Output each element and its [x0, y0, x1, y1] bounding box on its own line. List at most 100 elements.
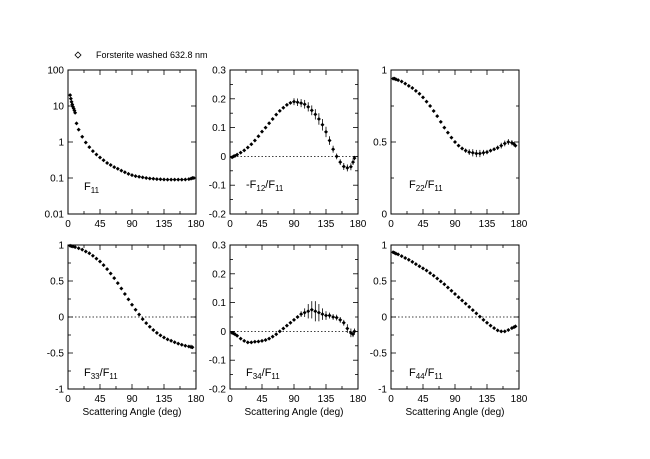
data-point: [162, 177, 166, 182]
data-point: [245, 340, 250, 345]
data-point: [281, 105, 286, 110]
data-point: [351, 160, 356, 165]
data-point: [316, 310, 321, 315]
data-point: [488, 323, 493, 328]
data-point: [424, 268, 429, 273]
data-point: [172, 177, 177, 182]
data-point: [413, 262, 418, 267]
data-point: [431, 109, 436, 114]
x-tick-label: 180: [188, 219, 205, 230]
data-point: [140, 317, 145, 322]
y-tick-label: -1: [55, 385, 64, 396]
data-point: [183, 343, 188, 348]
data-point: [295, 315, 300, 319]
data-point: [309, 307, 314, 312]
data-point: [179, 342, 184, 347]
x-tick-label: 180: [350, 394, 367, 405]
data-point: [460, 298, 465, 303]
data-point: [421, 266, 425, 271]
y-tick-label: 0.1: [50, 174, 64, 185]
data-point: [94, 152, 99, 157]
data-point: [499, 143, 504, 148]
data-point: [98, 259, 102, 264]
data-point: [406, 83, 411, 88]
x-tick-label: 90: [288, 394, 300, 405]
legend-label: Forsterite washed 632.8 nm: [96, 50, 208, 60]
x-tick-label: 90: [449, 219, 461, 230]
data-point: [488, 148, 493, 153]
data-point: [74, 121, 79, 126]
legend-diamond-icon: [74, 51, 82, 59]
y-tick-label: 0: [220, 327, 226, 338]
x-tick-label: 135: [156, 219, 173, 230]
data-point: [172, 340, 177, 345]
data-point: [260, 129, 264, 134]
x-tick-label: 90: [126, 219, 138, 230]
x-tick-label: 45: [256, 394, 268, 405]
data-point: [413, 88, 418, 93]
data-point: [179, 177, 184, 182]
data-point: [154, 330, 159, 335]
data-point: [183, 177, 188, 182]
data-point: [76, 246, 81, 251]
data-point: [302, 310, 307, 315]
data-point: [467, 150, 472, 155]
x-axis-label: Scattering Angle (deg): [245, 407, 344, 418]
data-point: [126, 297, 131, 302]
data-point: [302, 102, 307, 107]
data-point: [277, 329, 282, 334]
y-tick-label: -0.1: [209, 356, 227, 367]
data-point: [348, 164, 353, 169]
y-tick-label: -1: [378, 385, 387, 396]
data-point: [453, 291, 457, 296]
data-point: [176, 341, 181, 346]
data-point: [176, 177, 181, 182]
data-point: [495, 145, 500, 150]
data-point: [119, 168, 124, 173]
data-point: [327, 138, 332, 143]
data-point: [140, 175, 145, 180]
data-point: [87, 251, 92, 256]
data-point: [122, 291, 127, 296]
data-point: [320, 122, 325, 127]
panel-3: 0 45 90 135 180 0 0.5 1 F22/F11: [373, 66, 528, 231]
data-point: [334, 315, 339, 320]
panel-1: 0 45 90 135 180 0.01 0.1 1 10 100 F11: [45, 66, 205, 231]
data-point: [327, 313, 332, 318]
data-point: [76, 127, 81, 132]
y-tick-label: 0.5: [373, 277, 387, 288]
x-tick-label: 0: [65, 219, 71, 230]
data-point: [399, 79, 404, 84]
y-tick-label: 0.5: [373, 138, 387, 149]
panel-label: F44/F11: [409, 367, 443, 381]
panel-2: 0 45 90 135 180 -0.2 -0.1 0 0.1 0.2 0.3 -F12/F11: [209, 66, 367, 231]
y-tick-label: 0.2: [212, 94, 226, 105]
data-point: [83, 140, 88, 145]
data-point: [191, 176, 196, 180]
data-point: [87, 145, 92, 150]
data-point: [133, 174, 138, 179]
x-tick-label: 90: [449, 394, 461, 405]
data-point: [485, 320, 489, 325]
data-point: [190, 345, 195, 350]
data-point: [352, 156, 357, 161]
data-point: [108, 162, 113, 167]
data-point: [492, 326, 497, 331]
data-point: [502, 329, 507, 334]
y-tick-label: 0: [381, 313, 387, 324]
data-point: [235, 333, 240, 338]
data-point: [115, 166, 120, 171]
data-point: [424, 99, 429, 104]
data-point: [470, 150, 475, 155]
data-point: [463, 148, 468, 153]
data-point: [403, 255, 408, 260]
data-point: [449, 135, 454, 140]
data-point: [435, 276, 440, 281]
data-point: [431, 273, 436, 278]
data-point: [506, 140, 511, 144]
data-point: [421, 95, 425, 100]
x-tick-label: 0: [65, 394, 71, 405]
data-point: [144, 321, 149, 326]
data-point: [338, 160, 343, 165]
